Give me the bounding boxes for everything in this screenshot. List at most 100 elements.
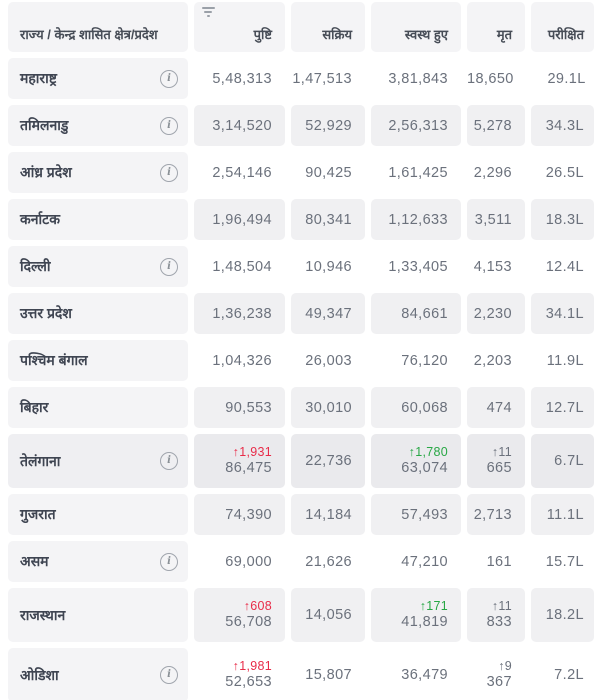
confirmed-value: 1,04,326 [212, 352, 272, 369]
deceased-cell: 2,230 [467, 293, 525, 334]
state-name-cell[interactable]: महाराष्ट्र i [8, 58, 188, 99]
state-name: राजस्थान [20, 606, 66, 623]
deceased-delta: ↑9 [498, 658, 512, 673]
recovered-cell: ↑1,780 63,074 [371, 434, 461, 488]
confirmed-value: 5,48,313 [212, 70, 272, 87]
deceased-value: 474 [486, 399, 512, 416]
recovered-cell: 1,33,405 [371, 246, 461, 287]
deceased-cell: 2,203 [467, 340, 525, 381]
table-row-assam[interactable]: असम i 69,000 21,626 47,210 161 15.7L [8, 541, 594, 582]
info-icon[interactable]: i [160, 116, 178, 135]
confirmed-value: 74,390 [225, 506, 272, 523]
header-confirmed-label: पुष्टि [253, 27, 272, 43]
header-recovered-label: स्वस्थ हुए [404, 27, 448, 43]
confirmed-value: 1,96,494 [212, 211, 272, 228]
state-name-cell[interactable]: कर्नाटक [8, 199, 188, 240]
table-row-rajasthan[interactable]: राजस्थान ↑608 56,708 14,056 ↑171 41,819 … [8, 588, 594, 642]
state-name-cell[interactable]: असम i [8, 541, 188, 582]
deceased-cell: 474 [467, 387, 525, 428]
tested-value: 18.2L [545, 607, 584, 623]
header-state-label: राज्य / केन्द्र शासित क्षेत्र/प्रदेश [20, 27, 158, 43]
header-confirmed[interactable]: पुष्टि [194, 2, 285, 52]
header-deceased[interactable]: मृत [467, 2, 525, 52]
header-active-label: सक्रिय [322, 27, 352, 43]
info-icon[interactable]: i [160, 552, 178, 571]
recovered-cell: 36,479 [371, 648, 461, 700]
state-name: ओडिशा [20, 666, 59, 683]
info-icon[interactable]: i [160, 257, 178, 276]
info-icon[interactable]: i [160, 163, 178, 182]
header-recovered[interactable]: स्वस्थ हुए [371, 2, 461, 52]
confirmed-cell: 74,390 [194, 494, 285, 535]
active-cell: 21,626 [291, 541, 365, 582]
info-icon[interactable]: i [160, 69, 178, 88]
table-row-uttar-pradesh[interactable]: उत्तर प्रदेश 1,36,238 49,347 84,661 2,23… [8, 293, 594, 334]
state-name-cell[interactable]: ओडिशा i [8, 648, 188, 700]
tested-value: 34.3L [545, 117, 584, 134]
deceased-cell: ↑11 833 [467, 588, 525, 642]
state-name-cell[interactable]: उत्तर प्रदेश [8, 293, 188, 334]
table-row-bihar[interactable]: बिहार 90,553 30,010 60,068 474 12.7L [8, 387, 594, 428]
confirmed-cell: ↑608 56,708 [194, 588, 285, 642]
table-row-delhi[interactable]: दिल्ली i 1,48,504 10,946 1,33,405 4,153 … [8, 246, 594, 287]
recovered-cell: 57,493 [371, 494, 461, 535]
recovered-cell: ↑171 41,819 [371, 588, 461, 642]
tested-cell: 18.3L [531, 199, 594, 240]
confirmed-value: 2,54,146 [212, 164, 272, 181]
tested-cell: 34.1L [531, 293, 594, 334]
table-row-tamil-nadu[interactable]: तमिलनाडु i 3,14,520 52,929 2,56,313 5,27… [8, 105, 594, 146]
state-name-cell[interactable]: दिल्ली i [8, 246, 188, 287]
deceased-delta: ↑11 [491, 598, 512, 613]
state-name-cell[interactable]: आंध्र प्रदेश i [8, 152, 188, 193]
state-name-cell[interactable]: राजस्थान [8, 588, 188, 642]
tested-cell: 26.5L [531, 152, 594, 193]
state-name: महाराष्ट्र [20, 70, 57, 86]
confirmed-cell: ↑1,981 52,653 [194, 648, 285, 700]
tested-value: 34.1L [545, 305, 584, 322]
table-row-telangana[interactable]: तेलंगाना i ↑1,931 86,475 22,736 ↑1,780 6… [8, 434, 594, 488]
table-row-west-bengal[interactable]: पश्चिम बंगाल 1,04,326 26,003 76,120 2,20… [8, 340, 594, 381]
state-name-cell[interactable]: तमिलनाडु i [8, 105, 188, 146]
deceased-cell: 5,278 [467, 105, 525, 146]
active-cell: 22,736 [291, 434, 365, 488]
active-cell: 80,341 [291, 199, 365, 240]
table-row-maharashtra[interactable]: महाराष्ट्र i 5,48,313 1,47,513 3,81,843 … [8, 58, 596, 99]
header-state[interactable]: राज्य / केन्द्र शासित क्षेत्र/प्रदेश [8, 2, 188, 52]
header-tested[interactable]: परीक्षित [531, 2, 594, 52]
recovered-delta: ↑171 [419, 598, 448, 613]
filter-icon[interactable] [201, 7, 215, 17]
table-header-row: राज्य / केन्द्र शासित क्षेत्र/प्रदेश पुष… [8, 2, 594, 52]
info-icon[interactable]: i [160, 452, 178, 470]
deceased-value: 665 [486, 460, 512, 477]
deceased-cell: 4,153 [467, 246, 525, 287]
tested-cell: 34.3L [531, 105, 594, 146]
table-row-andhra-pradesh[interactable]: आंध्र प्रदेश i 2,54,146 90,425 1,61,425 … [8, 152, 594, 193]
active-cell: 30,010 [291, 387, 365, 428]
deceased-value: 2,296 [473, 164, 512, 181]
table-row-odisha[interactable]: ओडिशा i ↑1,981 52,653 15,807 36,479 ↑9 3… [8, 648, 594, 700]
recovered-value: 36,479 [401, 667, 448, 683]
header-active[interactable]: सक्रिय [291, 2, 365, 52]
recovered-value: 76,120 [401, 352, 448, 369]
recovered-value: 57,493 [401, 506, 448, 523]
state-name: असम [20, 553, 49, 569]
confirmed-cell: 3,14,520 [194, 105, 285, 146]
table-row-karnataka[interactable]: कर्नाटक 1,96,494 80,341 1,12,633 3,511 1… [8, 199, 594, 240]
state-name-cell[interactable]: पश्चिम बंगाल [8, 340, 188, 381]
table-row-gujarat[interactable]: गुजरात 74,390 14,184 57,493 2,713 11.1L [8, 494, 594, 535]
confirmed-delta: ↑1,981 [232, 658, 272, 673]
active-cell: 90,425 [291, 152, 365, 193]
info-icon[interactable]: i [160, 666, 178, 684]
tested-value: 11.1L [546, 506, 584, 523]
deceased-cell: 18,650 [467, 58, 527, 99]
active-value: 10,946 [305, 258, 352, 275]
state-name-cell[interactable]: तेलंगाना i [8, 434, 188, 488]
deceased-value: 2,713 [473, 506, 512, 523]
state-name-cell[interactable]: बिहार [8, 387, 188, 428]
tested-value: 18.3L [545, 211, 584, 228]
state-name: पश्चिम बंगाल [20, 352, 88, 368]
recovered-value: 1,33,405 [388, 258, 448, 275]
active-value: 80,341 [305, 211, 352, 228]
state-name-cell[interactable]: गुजरात [8, 494, 188, 535]
recovered-cell: 3,81,843 [371, 58, 461, 99]
